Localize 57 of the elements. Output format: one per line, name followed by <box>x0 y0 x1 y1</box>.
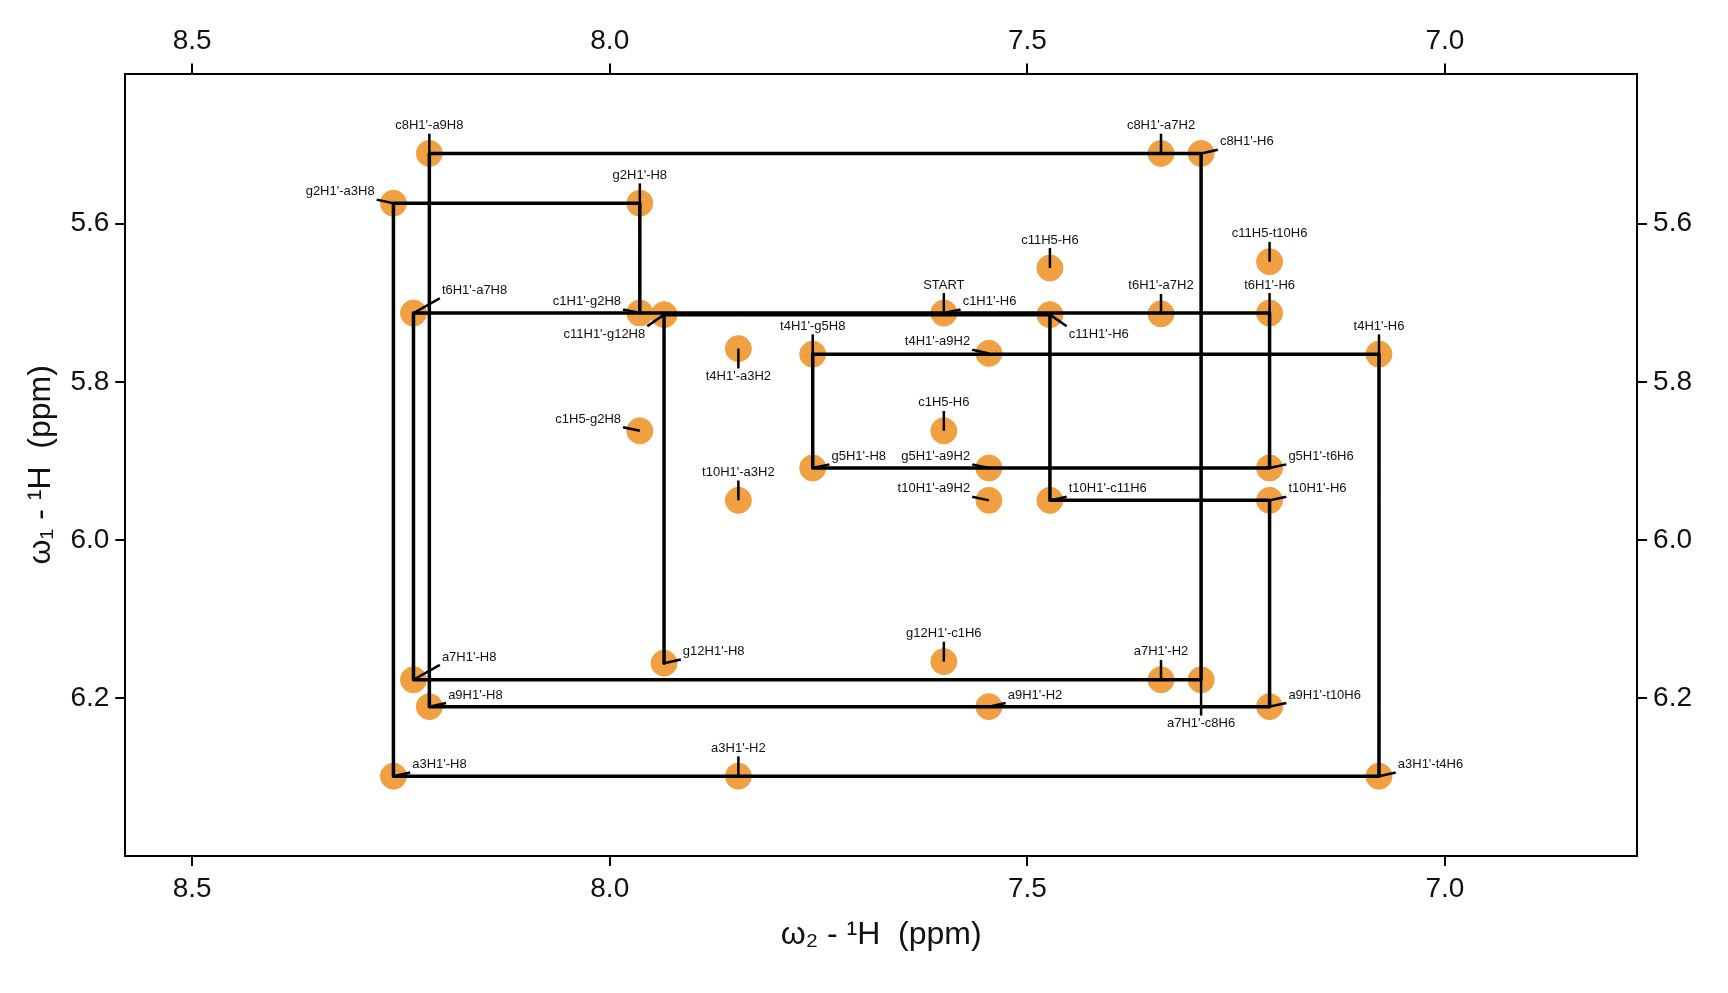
annotation: t4H1'-g5H8 <box>780 317 846 333</box>
annotation: a9H1'-t10H6 <box>1288 686 1361 702</box>
x-tick-label: 8.0 <box>590 871 630 903</box>
x-axis-title: ω₂ - ¹H (ppm) <box>780 914 982 951</box>
y2-tick-label: 6.2 <box>1653 680 1693 712</box>
annotation: a9H1'-H8 <box>448 686 503 702</box>
x2-tick-label: 8.0 <box>590 23 630 55</box>
annotation: a7H1'-H8 <box>441 648 497 664</box>
annotation: a3H1'-H2 <box>711 739 766 755</box>
annotation: START <box>923 276 965 292</box>
annotation: t4H1'-H6 <box>1353 317 1405 333</box>
x-tick-label: 8.5 <box>172 871 212 903</box>
y2-tick-label: 5.8 <box>1653 364 1693 396</box>
annotation: a7H1'-c8H6 <box>1166 715 1236 731</box>
annotation: c1H5-g2H8 <box>555 410 622 426</box>
annotation: t6H1'-a7H2 <box>1128 277 1194 293</box>
annotation: g12H1'-H8 <box>682 643 745 659</box>
annotation: c1H1'-g2H8 <box>552 293 622 309</box>
annotation: c11H5-H6 <box>1021 231 1079 247</box>
annotation: t4H1'-a3H2 <box>705 368 772 384</box>
annotation: a9H1'-H2 <box>1007 686 1063 702</box>
annotation: c11H1'-g12H8 <box>563 325 646 341</box>
annotation: g2H1'-a3H8 <box>305 183 375 199</box>
y-tick-label: 6.2 <box>70 680 110 712</box>
annotation: t6H1'-a7H8 <box>441 281 508 297</box>
annotation: a3H1'-t4H6 <box>1397 756 1464 772</box>
x2-tick-label: 8.5 <box>172 23 212 55</box>
y-axis-title: ω₁ - ¹H (ppm) <box>21 365 58 565</box>
y-tick-label: 6.0 <box>70 522 110 554</box>
annotation: c8H1'-a7H2 <box>1126 117 1196 132</box>
annotation: c8H1'-a9H8 <box>395 117 464 132</box>
annotation: t10H1'-c11H6 <box>1068 480 1147 496</box>
annotation: c1H5-H6 <box>918 394 970 410</box>
annotation: g12H1'-c1H6 <box>906 625 982 641</box>
annotation: t6H1'-H6 <box>1244 276 1296 292</box>
y2-tick-label: 6.0 <box>1653 522 1693 554</box>
x-tick-label: 7.0 <box>1425 871 1465 903</box>
annotation: c11H5-t10H6 <box>1231 225 1308 241</box>
annotation: g5H1'-H8 <box>831 447 887 463</box>
annotation: t4H1'-a9H2 <box>904 333 971 349</box>
annotation: c11H1'-H6 <box>1068 325 1129 341</box>
y-tick-label: 5.8 <box>70 364 110 396</box>
annotation: a3H1'-H8 <box>412 756 467 772</box>
y-tick-label: 5.6 <box>70 206 110 238</box>
annotation: t10H1'-a3H2 <box>702 463 775 479</box>
x2-tick-label: 7.5 <box>1007 23 1047 55</box>
annotation: c8H1'-H6 <box>1219 133 1274 149</box>
annotation: g2H1'-H8 <box>612 166 668 182</box>
annotation: a7H1'-H2 <box>1133 643 1189 659</box>
x-tick-label: 7.5 <box>1007 871 1047 903</box>
annotation: c1H1'-H6 <box>962 293 1017 309</box>
annotation: t10H1'-a9H2 <box>897 480 971 496</box>
annotation: g5H1'-a9H2 <box>901 447 971 463</box>
annotation: g5H1'-t6H6 <box>1288 447 1354 463</box>
annotation: t10H1'-H6 <box>1288 480 1347 496</box>
x2-tick-label: 7.0 <box>1425 23 1465 55</box>
y2-tick-label: 5.6 <box>1653 206 1693 238</box>
